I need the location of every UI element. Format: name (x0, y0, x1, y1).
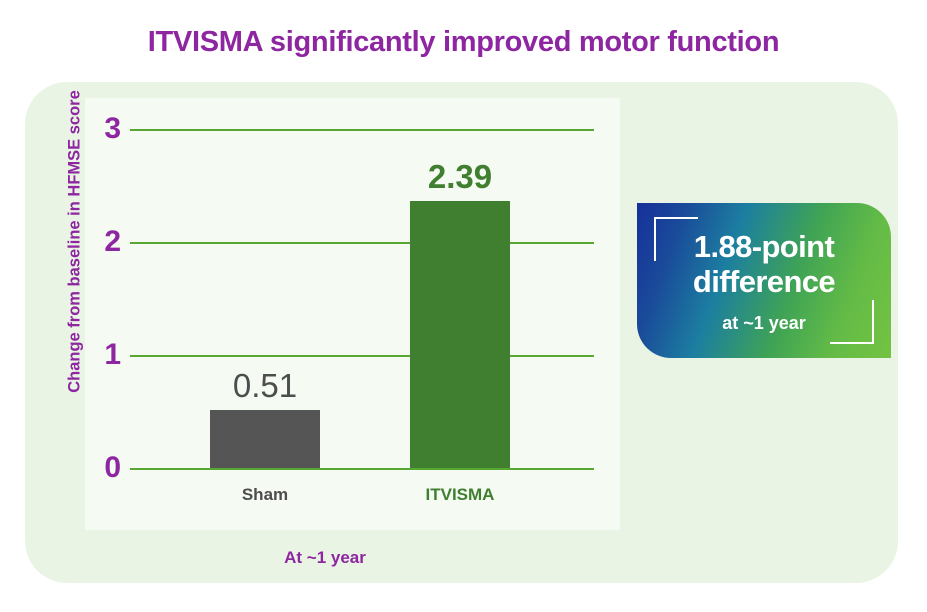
y-tick-label-0: 0 (104, 451, 121, 484)
category-label-sham: Sham (241, 485, 289, 504)
bar-value-sham: 0.51 (232, 367, 298, 404)
y-tick-label-1: 1 (104, 338, 121, 371)
y-tick-label-2: 2 (104, 225, 121, 258)
figure-panel: Change from baseline in HFMSE score 3 2 … (25, 82, 898, 583)
callout-headline-line2: difference (692, 264, 836, 300)
y-tick-label-3: 3 (104, 112, 121, 145)
bar-value-itvisma: 2.39 (427, 158, 493, 195)
callout-headline: 1.88-point difference (637, 229, 891, 299)
gridline-1 (130, 355, 594, 357)
bar-sham[interactable] (210, 410, 320, 468)
gridline-2 (130, 242, 594, 244)
callout-headline-line1: 1.88-point (693, 229, 835, 264)
gridline-3 (130, 129, 594, 131)
plot-area (85, 98, 620, 530)
x-axis-caption: At ~1 year (284, 548, 366, 567)
category-label-itvisma: ITVISMA (425, 485, 495, 504)
callout-subline: at ~1 year (722, 313, 806, 333)
bar-itvisma[interactable] (410, 201, 510, 468)
corner-bracket-bottom-right-icon (830, 300, 874, 344)
gridline-0 (130, 468, 594, 470)
callout-box: 1.88-point difference at ~1 year (637, 203, 891, 358)
corner-bracket-top-left-icon (654, 217, 698, 261)
page-title: ITVISMA significantly improved motor fun… (147, 26, 780, 58)
